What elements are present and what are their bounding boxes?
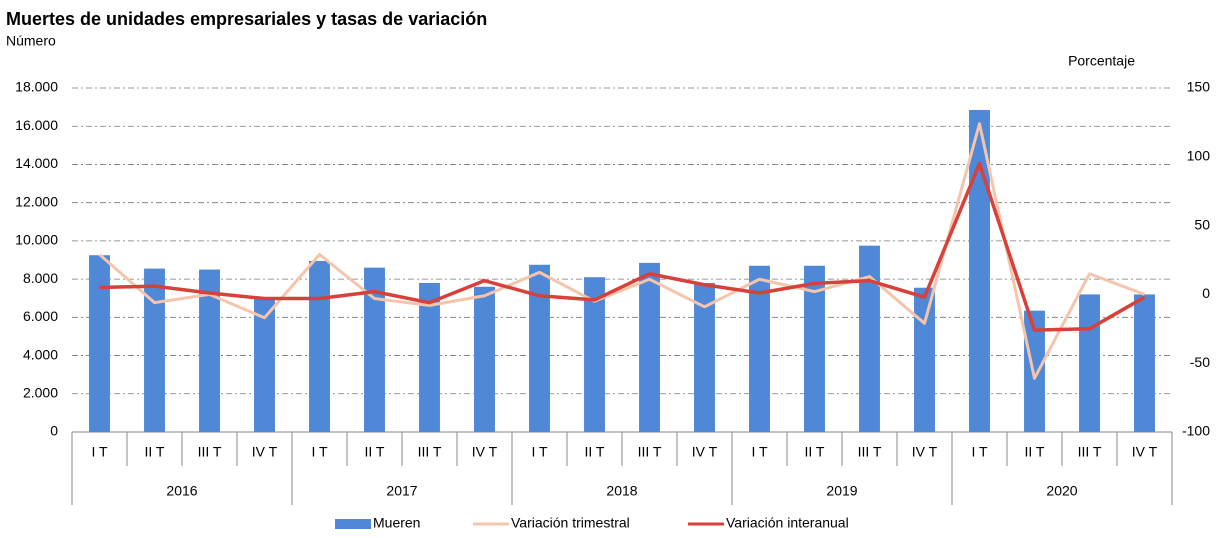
y2-tick-label: 0 bbox=[1202, 285, 1210, 301]
y2-tick-label: -50 bbox=[1190, 354, 1210, 370]
x-group-label: 2018 bbox=[606, 483, 637, 499]
y-tick-label: 12.000 bbox=[15, 193, 58, 209]
bar bbox=[89, 255, 110, 432]
y-tick-label: 8.000 bbox=[23, 270, 58, 286]
x-tick-label: II T bbox=[805, 444, 825, 460]
line bbox=[98, 122, 1146, 380]
y-tick-label: 6.000 bbox=[23, 308, 58, 324]
x-tick-label: IV T bbox=[1132, 444, 1158, 460]
x-tick-label: IV T bbox=[472, 444, 498, 460]
x-tick-label: I T bbox=[971, 444, 988, 460]
x-tick-label: II T bbox=[365, 444, 385, 460]
y-tick-label: 14.000 bbox=[15, 155, 58, 171]
x-group-label: 2016 bbox=[166, 483, 197, 499]
y2-tick-label: 100 bbox=[1187, 148, 1211, 164]
x-tick-label: I T bbox=[751, 444, 768, 460]
legend-swatch bbox=[335, 519, 371, 529]
bar bbox=[474, 286, 495, 432]
bar bbox=[584, 277, 605, 432]
y-tick-label: 10.000 bbox=[15, 232, 58, 248]
bar bbox=[804, 265, 825, 432]
x-group-label: 2017 bbox=[386, 483, 417, 499]
bar bbox=[309, 260, 330, 432]
y2-tick-label: 50 bbox=[1194, 216, 1210, 232]
x-tick-label: IV T bbox=[912, 444, 938, 460]
x-tick-label: III T bbox=[418, 444, 442, 460]
x-tick-label: IV T bbox=[692, 444, 718, 460]
x-tick-label: II T bbox=[145, 444, 165, 460]
x-tick-label: I T bbox=[311, 444, 328, 460]
y2-tick-label: -100 bbox=[1182, 423, 1210, 439]
bar bbox=[529, 264, 550, 432]
bar bbox=[419, 282, 440, 432]
legend-label: Mueren bbox=[373, 515, 420, 531]
x-tick-label: III T bbox=[858, 444, 882, 460]
bar bbox=[914, 287, 935, 432]
y2-axis-label: Porcentaje bbox=[1068, 53, 1135, 69]
bar bbox=[1134, 294, 1155, 432]
legend-label: Variación trimestral bbox=[511, 515, 630, 531]
y-tick-label: 16.000 bbox=[15, 117, 58, 133]
y2-tick-label: 150 bbox=[1187, 79, 1211, 95]
bar bbox=[254, 298, 275, 432]
x-tick-label: II T bbox=[1025, 444, 1045, 460]
bar bbox=[639, 262, 660, 432]
bar bbox=[969, 109, 990, 432]
x-group-label: 2019 bbox=[826, 483, 857, 499]
x-tick-label: III T bbox=[198, 444, 222, 460]
bar bbox=[1079, 294, 1100, 432]
x-tick-label: I T bbox=[531, 444, 548, 460]
bar bbox=[749, 265, 770, 432]
chart-title: Muertes de unidades empresariales y tasa… bbox=[6, 9, 487, 29]
line bbox=[99, 161, 1146, 332]
bar bbox=[364, 267, 385, 432]
y-tick-label: 18.000 bbox=[15, 79, 58, 95]
bar bbox=[694, 282, 715, 432]
x-tick-label: II T bbox=[585, 444, 605, 460]
bar bbox=[859, 245, 880, 432]
y-axis-label: Número bbox=[6, 33, 56, 49]
x-group-label: 2020 bbox=[1046, 483, 1077, 499]
bar bbox=[199, 269, 220, 432]
x-tick-label: III T bbox=[638, 444, 662, 460]
legend-label: Variación interanual bbox=[726, 515, 849, 531]
y-tick-label: 0 bbox=[50, 423, 58, 439]
x-tick-label: I T bbox=[91, 444, 108, 460]
x-tick-label: III T bbox=[1078, 444, 1102, 460]
y-tick-label: 2.000 bbox=[23, 384, 58, 400]
x-tick-label: IV T bbox=[252, 444, 278, 460]
bar bbox=[144, 268, 165, 432]
y-tick-label: 4.000 bbox=[23, 346, 58, 362]
